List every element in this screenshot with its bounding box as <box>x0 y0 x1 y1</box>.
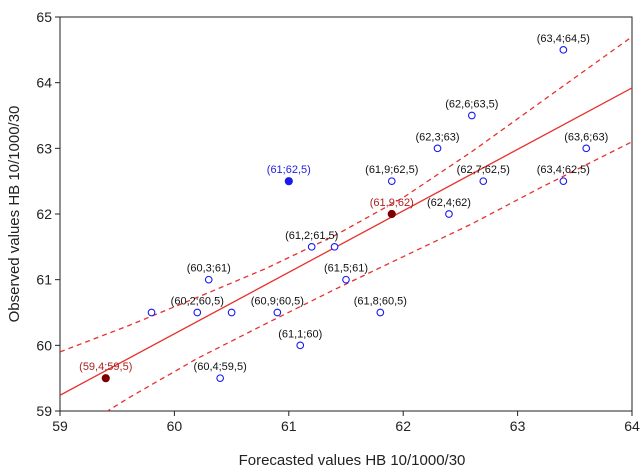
data-point <box>376 308 385 317</box>
data-point <box>387 177 396 186</box>
data-point <box>216 374 225 383</box>
data-point <box>296 341 305 350</box>
data-point-label: (60,3;61) <box>187 263 231 275</box>
data-point-label: (61;62,5) <box>267 164 311 176</box>
data-point <box>193 308 202 317</box>
data-point-label: (61,9;62,5) <box>365 164 418 176</box>
y-tick-label: 59 <box>36 403 52 419</box>
confidence-band-lower <box>106 141 632 411</box>
data-point-label: (63,4;62,5) <box>537 164 590 176</box>
data-point-highlight <box>284 177 293 186</box>
y-tick-label: 62 <box>36 206 52 222</box>
data-point <box>227 308 236 317</box>
data-point-label: (61,1;60) <box>278 328 322 340</box>
data-point <box>273 308 282 317</box>
data-point-label: (61,9;62) <box>370 197 414 209</box>
x-tick-label: 62 <box>395 418 411 434</box>
data-point-label: (61,2;61,5) <box>285 230 338 242</box>
x-axis-title: Forecasted values HB 10/1000/30 <box>239 452 466 469</box>
data-point-label: (60,2;60,5) <box>171 296 224 308</box>
data-point <box>582 144 591 153</box>
data-point <box>467 111 476 120</box>
plot-area <box>59 16 633 412</box>
data-point-label: (63,4;64,5) <box>537 33 590 45</box>
data-point <box>342 275 350 284</box>
data-point <box>559 45 568 54</box>
y-tick-label: 65 <box>36 9 52 25</box>
x-tick-label: 64 <box>624 418 640 434</box>
x-tick-label: 61 <box>281 418 297 434</box>
data-point <box>559 177 568 186</box>
data-point-label: (62,3;63) <box>416 131 460 143</box>
confidence-band-upper <box>60 36 632 353</box>
x-tick-label: 60 <box>167 418 183 434</box>
y-axis-title: Observed values HB 10/1000/30 <box>6 106 23 323</box>
y-tick-label: 64 <box>36 75 52 91</box>
y-tick-label: 61 <box>36 272 52 288</box>
x-tick-label: 63 <box>510 418 526 434</box>
data-point-label: (62,7;62,5) <box>457 164 510 176</box>
data-point-label: (59,4;59,5) <box>79 361 132 373</box>
x-tick-label: 59 <box>52 418 68 434</box>
data-point <box>147 308 156 317</box>
data-point <box>433 144 442 153</box>
data-point <box>330 242 339 251</box>
data-point-label: (63,6;63) <box>564 131 608 143</box>
y-tick-label: 63 <box>36 140 52 156</box>
data-point-highlight <box>387 209 396 219</box>
data-point <box>479 177 488 186</box>
data-point-label: (60,4;59,5) <box>194 361 247 373</box>
data-point <box>307 242 316 251</box>
y-tick-label: 60 <box>36 337 52 353</box>
data-point-highlight <box>101 374 110 383</box>
regression-line <box>60 87 632 396</box>
data-point-label: (61,8;60,5) <box>354 296 407 308</box>
data-point-label: (60,9;60,5) <box>251 296 304 308</box>
data-point-label: (62,4;62) <box>427 197 471 209</box>
data-point <box>204 275 213 284</box>
data-point-label: (61,5;61) <box>324 263 368 275</box>
data-point <box>445 210 453 218</box>
data-point-label: (62,6;63,5) <box>445 99 498 111</box>
